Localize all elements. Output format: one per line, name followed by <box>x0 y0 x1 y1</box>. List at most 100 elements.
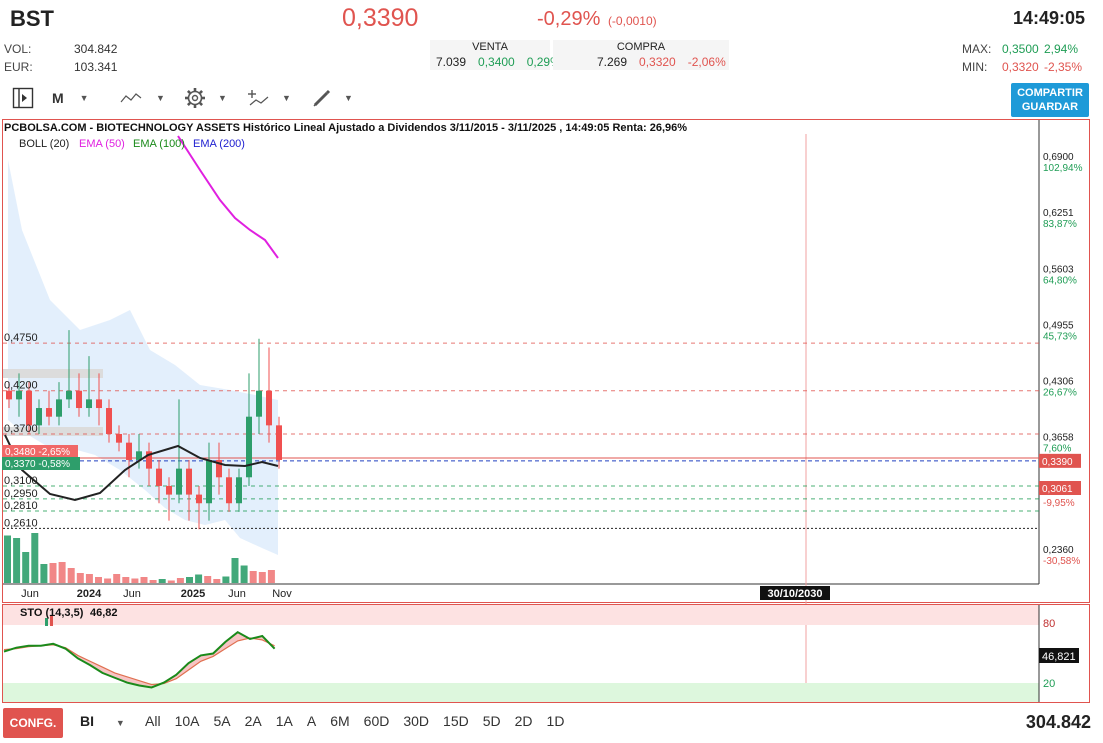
range-5d[interactable]: 5D <box>482 713 501 729</box>
level-label: 0,2610 <box>4 517 38 529</box>
volume-bar <box>95 577 102 583</box>
volume-bar <box>213 579 221 583</box>
add-indicator-icon <box>248 90 269 106</box>
compra-qty: 7.269 <box>597 55 628 69</box>
volume-bar <box>176 578 184 583</box>
volume-bar <box>58 562 66 583</box>
candle-body <box>216 459 222 478</box>
volume-bar <box>186 577 193 583</box>
time-axis-tick: Jun <box>123 588 141 600</box>
range-10a[interactable]: 10A <box>174 713 200 729</box>
logo-mark <box>50 616 53 626</box>
ticker-symbol: BST <box>10 6 54 31</box>
volume-bar <box>85 574 93 583</box>
range-1d[interactable]: 1D <box>546 713 565 729</box>
compra-box: COMPRA 7.269 0,3320 -2,06% <box>553 40 729 70</box>
range-1a[interactable]: 1A <box>275 713 293 729</box>
range-30d[interactable]: 30D <box>403 713 430 729</box>
share-label: COMPARTIR <box>1017 87 1083 99</box>
candle-body <box>36 408 42 426</box>
price-axis-pct: -30,58% <box>1043 556 1080 567</box>
indicators-select[interactable]: ▼ <box>242 85 300 111</box>
level-label: 0,4200 <box>4 380 38 392</box>
candle-body <box>246 416 252 478</box>
volume-bar <box>258 572 266 583</box>
compra-label: COMPRA <box>616 41 666 53</box>
panel-toggle-button[interactable] <box>6 85 40 111</box>
candle-body <box>266 390 272 426</box>
green-price-tag-text: 0,3370 -0,58% <box>5 459 70 470</box>
range-2a[interactable]: 2A <box>244 713 262 729</box>
range-a[interactable]: A <box>306 713 317 729</box>
price-axis-pct: 102,94% <box>1043 163 1083 174</box>
time-axis-tick: 2024 <box>77 588 102 600</box>
vol-value: 304.842 <box>74 42 118 56</box>
volume-bar <box>113 574 121 583</box>
red-price-tag <box>2 445 78 457</box>
share-save-button[interactable]: COMPARTIR GUARDAR <box>1011 83 1089 117</box>
chevron-down-icon: ▼ <box>218 93 227 103</box>
pencil-icon <box>313 89 331 107</box>
price-axis-tick: 0,3658 <box>1043 433 1074 444</box>
venta-box: VENTA 7.039 0,3400 0,29% <box>430 40 561 70</box>
candle-body <box>76 390 82 409</box>
range-15d[interactable]: 15D <box>443 713 469 729</box>
price-axis-pct: 26,67% <box>1043 388 1077 399</box>
bollinger-band <box>8 160 278 555</box>
marker-price-tag-text: 0,3061 <box>1042 484 1073 495</box>
range-5a[interactable]: 5A <box>213 713 231 729</box>
candle-body <box>256 390 262 417</box>
sto-level-80: 80 <box>1043 618 1055 630</box>
volume-bar <box>22 552 30 583</box>
candle-body <box>236 477 242 504</box>
volume-bar <box>131 578 139 583</box>
line-chart-icon <box>120 93 142 103</box>
min-row: MIN: 0,3320 -2,35% <box>962 60 1082 74</box>
save-label: GUARDAR <box>1021 101 1079 113</box>
sto-panel-frame[interactable] <box>2 604 1090 703</box>
chart-type-select[interactable]: ▼ <box>114 85 172 111</box>
boll-mid-line <box>4 434 279 502</box>
mode-value: BI <box>80 713 94 729</box>
legend-item-2[interactable]: EMA (100) <box>133 138 185 150</box>
legend-item-0[interactable]: BOLL (20) <box>19 138 69 150</box>
config-button[interactable]: CONFG. <box>3 708 63 738</box>
sto-label: STO (14,3,5) <box>20 607 84 619</box>
range-2d[interactable]: 2D <box>514 713 533 729</box>
candle-body <box>96 399 102 409</box>
time-axis-tick: Jun <box>228 588 246 600</box>
range-60d[interactable]: 60D <box>363 713 390 729</box>
range-all[interactable]: All <box>145 713 161 729</box>
volume-bar <box>149 580 157 583</box>
level-label: 0,3700 <box>4 423 38 435</box>
drawing-tools-select[interactable]: ▼ <box>306 85 364 111</box>
volume-bar <box>249 571 257 583</box>
sto-k-line <box>3 630 276 689</box>
volume-bar <box>104 578 112 583</box>
time-axis-tick: 2025 <box>181 588 205 600</box>
max-value: 0,3500 <box>1002 42 1039 56</box>
sto-current-tag <box>1039 648 1079 663</box>
legend-item-3[interactable]: EMA (200) <box>193 138 245 150</box>
settings-select[interactable]: ▼ <box>178 85 236 111</box>
volume-bar <box>231 558 239 583</box>
volume-bar <box>222 576 230 583</box>
sto-fill <box>4 632 275 688</box>
price-chart-frame[interactable] <box>2 119 1090 603</box>
volume-bar <box>140 577 148 583</box>
legend-item-1[interactable]: EMA (50) <box>79 138 125 150</box>
volume-bar <box>31 533 39 583</box>
level-shade <box>3 369 103 378</box>
period-select[interactable]: M ▼ <box>46 85 108 111</box>
candle-body <box>116 434 122 443</box>
max-label: MAX: <box>962 42 992 56</box>
volume-bar <box>204 576 212 583</box>
mode-select[interactable]: BI ▼ <box>80 713 125 729</box>
candle-body <box>136 451 142 460</box>
price-axis-tick: 0,6251 <box>1043 208 1074 219</box>
candle-body <box>176 468 182 495</box>
time-axis-tick: Jun <box>21 588 39 600</box>
range-6m[interactable]: 6M <box>330 713 350 729</box>
